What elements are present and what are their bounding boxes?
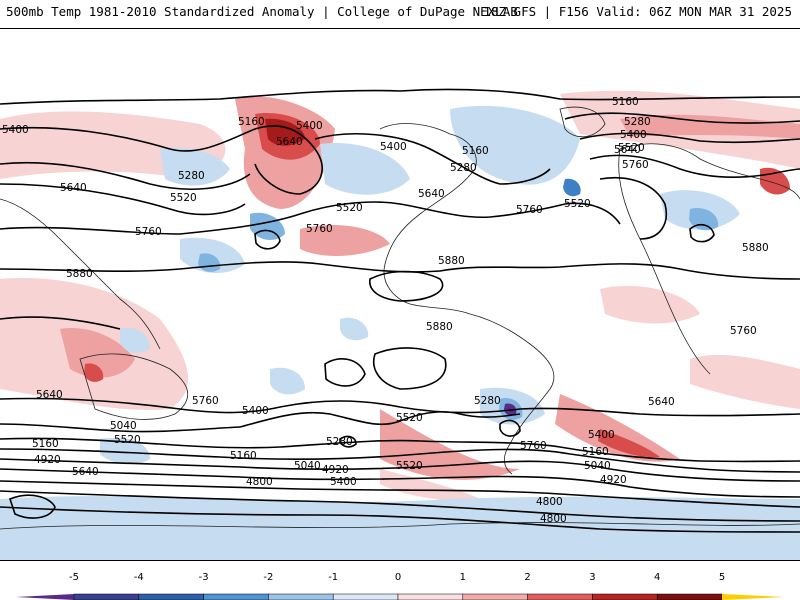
colorbar-tick-label: 3 [589,572,596,583]
contour-label: 5760 [730,325,757,337]
contour-label: 4920 [34,454,61,466]
contour-label: 5400 [330,476,357,488]
contour-label: 4800 [536,496,563,508]
contour-label: 5520 [170,192,197,204]
contour-label: 4920 [600,474,627,486]
contour-label: 5760 [622,159,649,171]
contour-label: 5640 [36,389,63,401]
colorbar-segment [138,593,204,600]
colorbar-tick-label: -1 [328,572,339,583]
colorbar-tick-label: 1 [459,572,466,583]
colorbar-segment [397,593,464,600]
contour-label: 5640 [72,466,99,478]
contour-label: 5280 [178,170,205,182]
contour-label: 5520 [114,434,141,446]
colorbar-segment [592,593,658,600]
contour-label: 5400 [242,405,269,417]
contour-label: 5880 [66,268,93,280]
contour-label: 5160 [230,450,257,462]
contour-label: 5400 [296,120,323,132]
contour-label: 5400 [2,124,29,136]
contour-label: 5880 [426,321,453,333]
colorbar-segment [656,593,723,600]
contour-label: 5640 [60,182,87,194]
contour-label: 5160 [462,145,489,157]
colorbar-tick-label: 2 [524,572,531,583]
contour-label: 5760 [520,440,547,452]
contour-label: 5400 [380,141,407,153]
contour-label: 5520 [396,460,423,472]
contour-labels: 5400 5160 5400 5640 5280 5520 5640 5760 … [2,96,769,525]
colorbar-segment [203,593,269,600]
colorbar-tick-label: 5 [718,572,726,583]
contour-label: 5160 [32,438,59,450]
map-title: 500mb Temp 1981-2010 Standardized Anomal… [6,4,518,19]
contour-label: 5880 [742,242,769,254]
colorbar-segment [73,593,140,600]
contour-label: 5280 [450,162,477,174]
contour-label: 5640 [276,136,303,148]
contour-label: 5520 [396,412,423,424]
contour-label: 5160 [238,116,265,128]
contour-label: 5400 [588,429,615,441]
contour-label: 5760 [192,395,219,407]
map-canvas: 5400 5160 5400 5640 5280 5520 5640 5760 … [0,88,800,560]
contour-label: 5520 [336,202,363,214]
height-contours [0,88,800,533]
colorbar-low-extension [16,594,74,600]
colorbar-segment [462,593,528,600]
colorbar-segment [332,593,399,600]
contour-label: 5160 [612,96,639,108]
anomaly-map: 5400 5160 5400 5640 5280 5520 5640 5760 … [0,28,800,561]
colorbar-high-extension [722,594,784,600]
contour-label: 5760 [306,223,333,235]
contour-label: 5640 [614,144,641,156]
contour-label: 4800 [246,476,273,488]
colorbar-segment [268,593,334,600]
contour-label: 5040 [584,460,611,472]
contour-label: 4800 [540,513,567,525]
contour-label: 5640 [418,188,445,200]
contour-label: 5520 [618,142,645,154]
contour-label: 5040 [294,460,321,472]
contour-label: 5880 [438,255,465,267]
colorbar-segment [527,593,593,600]
contour-label: 5280 [474,395,501,407]
contour-label: 5160 [582,446,609,458]
anomaly-colorbar [16,593,784,600]
contour-label: 5760 [516,204,543,216]
colorbar-tick-label: -4 [133,572,144,583]
contour-label: 5280 [326,436,353,448]
colorbar-tick-label: 4 [654,572,661,583]
contour-label: 5520 [564,198,591,210]
contour-label: 5040 [110,420,137,432]
contour-label: 5400 [620,129,647,141]
contour-label: 5640 [648,396,675,408]
contour-label: 5280 [624,116,651,128]
contour-label: 5760 [135,226,162,238]
colorbar-tick-label: 0 [394,572,402,583]
colorbar-tick-label: -2 [263,572,274,583]
coastlines [0,106,800,530]
contour-label: 4920 [322,464,349,476]
colorbar-tick-label: -5 [69,572,79,583]
colorbar-tick-label: -3 [198,572,209,583]
warm-anomaly-shading [0,90,800,501]
run-valid-time: 18Z GFS | F156 Valid: 06Z MON MAR 31 202… [483,4,792,19]
